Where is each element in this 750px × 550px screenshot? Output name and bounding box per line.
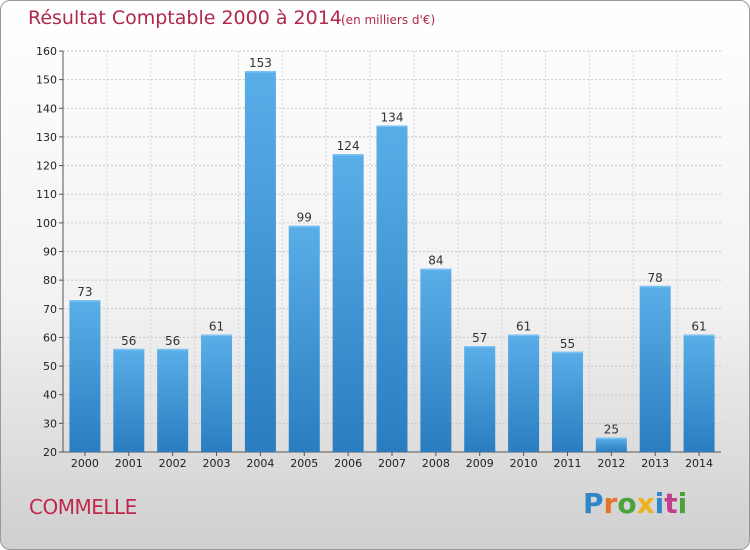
bar-highlight xyxy=(244,71,276,73)
y-tick-label: 30 xyxy=(43,417,57,430)
bar xyxy=(508,334,540,452)
commune-name: COMMELLE xyxy=(29,495,137,519)
data-label: 124 xyxy=(337,139,360,153)
y-tick-label: 160 xyxy=(36,45,57,58)
bar-highlight xyxy=(376,125,408,127)
logo-letter: t xyxy=(664,487,678,520)
logo-letter: i xyxy=(654,487,665,520)
logo-letter: x xyxy=(636,487,655,520)
data-label: 25 xyxy=(604,423,619,437)
x-tick-label: 2005 xyxy=(290,457,318,470)
bar-highlight xyxy=(508,334,540,337)
data-label: 61 xyxy=(691,320,706,334)
data-label: 57 xyxy=(472,331,487,345)
bar xyxy=(113,348,145,452)
data-label: 73 xyxy=(77,285,92,299)
bar xyxy=(639,285,671,452)
y-tick-label: 130 xyxy=(36,131,57,144)
bar xyxy=(551,351,583,452)
x-tick-label: 2000 xyxy=(71,457,99,470)
bar xyxy=(420,268,452,452)
data-label: 56 xyxy=(165,334,180,348)
data-labels: 73 56 56 61 153 99 124 134 84 57 61 55 25 78 61 xyxy=(77,56,706,437)
bars xyxy=(69,71,715,453)
data-label: 99 xyxy=(297,211,312,225)
data-label: 56 xyxy=(121,334,136,348)
bar-highlight xyxy=(464,346,496,348)
data-label: 61 xyxy=(516,320,531,334)
bar xyxy=(464,346,496,452)
bar-highlight xyxy=(551,351,583,354)
y-tick-label: 100 xyxy=(36,217,57,230)
bar xyxy=(201,334,233,452)
proxiti-logo[interactable]: Proxiti xyxy=(583,487,687,520)
bar xyxy=(683,334,715,452)
bar xyxy=(244,71,276,453)
bar-highlight xyxy=(332,154,364,156)
bar xyxy=(332,154,364,452)
bar-highlight xyxy=(595,437,627,440)
data-label: 153 xyxy=(249,56,272,70)
x-tick-label: 2014 xyxy=(685,457,713,470)
y-tick-label: 70 xyxy=(43,303,57,316)
bar xyxy=(376,125,408,452)
bar-highlight xyxy=(420,268,452,271)
bar xyxy=(157,348,189,452)
x-tick-label: 2009 xyxy=(466,457,494,470)
bar xyxy=(69,300,101,452)
y-tick-label: 80 xyxy=(43,274,57,287)
x-tick-label: 2006 xyxy=(334,457,362,470)
y-tick-label: 120 xyxy=(36,160,57,173)
x-tick-label: 2001 xyxy=(115,457,143,470)
logo-letter: P xyxy=(583,487,604,520)
y-tick-label: 110 xyxy=(36,188,57,201)
bar-highlight xyxy=(69,300,101,302)
x-tick-label: 2007 xyxy=(378,457,406,470)
chart-title: Résultat Comptable 2000 à 2014 xyxy=(28,7,342,29)
y-tick-label: 90 xyxy=(43,246,57,259)
bar-highlight xyxy=(113,348,145,351)
bar-highlight xyxy=(683,334,715,337)
x-tick-label: 2012 xyxy=(597,457,625,470)
logo-letter: r xyxy=(603,487,618,520)
y-tick-label: 20 xyxy=(43,446,57,459)
bar xyxy=(595,437,627,452)
data-label: 134 xyxy=(381,110,404,124)
bar-highlight xyxy=(201,334,233,337)
data-label: 61 xyxy=(209,320,224,334)
x-tick-label: 2010 xyxy=(510,457,538,470)
y-tick-label: 40 xyxy=(43,389,57,402)
x-tick-label: 2011 xyxy=(553,457,581,470)
x-tick-label: 2004 xyxy=(246,457,274,470)
y-tick-label: 60 xyxy=(43,331,57,344)
y-tick-label: 140 xyxy=(36,102,57,115)
logo-letter: o xyxy=(617,487,637,520)
bar xyxy=(288,225,320,452)
y-tick-label: 150 xyxy=(36,74,57,87)
y-tick-label: 50 xyxy=(43,360,57,373)
x-tick-label: 2002 xyxy=(159,457,187,470)
bar-highlight xyxy=(639,285,671,288)
data-label: 55 xyxy=(560,337,575,351)
data-label: 78 xyxy=(648,271,663,285)
data-label: 84 xyxy=(428,254,443,268)
bar-highlight xyxy=(157,348,189,351)
logo-letter: i xyxy=(677,487,688,520)
x-tick-label: 2008 xyxy=(422,457,450,470)
x-tick-label: 2003 xyxy=(203,457,231,470)
x-tick-label: 2013 xyxy=(641,457,669,470)
bar-highlight xyxy=(288,225,320,228)
chart-subtitle: (en milliers d'€) xyxy=(341,13,436,27)
